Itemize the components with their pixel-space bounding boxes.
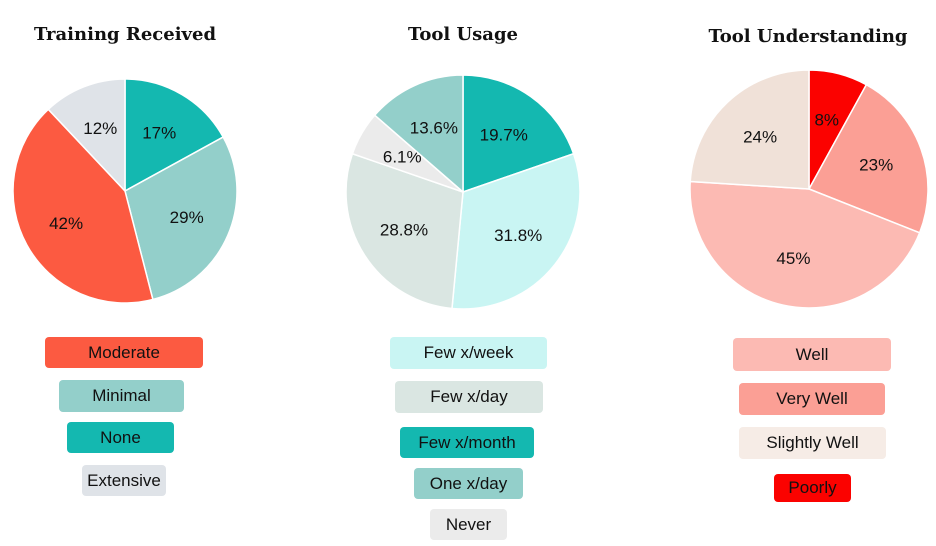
- data-label-few-x-month: 19.7%: [480, 125, 528, 144]
- legend-item-one-x-day: One x/day: [414, 468, 523, 499]
- pie-slice-minimal: [124, 136, 238, 301]
- pie-slice-moderate: [12, 108, 154, 304]
- data-label-one-x-day: 13.6%: [410, 119, 458, 138]
- legend-item-none: None: [67, 422, 174, 453]
- data-label-few-x-day: 28.8%: [380, 220, 428, 239]
- data-label-very-well: 23%: [859, 155, 893, 174]
- pie-training-received: 17% 29% 42% 12%: [12, 78, 238, 304]
- legend-item-few-x-month: Few x/month: [400, 427, 534, 458]
- legend-item-well: Well: [733, 338, 891, 371]
- data-label-never: 6.1%: [383, 147, 422, 166]
- legend-item-very-well: Very Well: [739, 383, 885, 415]
- legend-item-slightly-well: Slightly Well: [739, 427, 886, 459]
- legend-item-poorly: Poorly: [774, 474, 851, 502]
- data-label-slightly-well: 24%: [743, 127, 777, 146]
- pie-slice-few-x-day: [345, 152, 464, 310]
- legend-item-moderate: Moderate: [45, 337, 203, 368]
- data-label-none: 17%: [142, 124, 176, 143]
- legend-item-minimal: Minimal: [59, 380, 184, 412]
- pie-slice-slightly-well: [689, 69, 810, 190]
- legend-item-few-x-week: Few x/week: [390, 337, 547, 369]
- data-label-extensive: 12%: [83, 119, 117, 138]
- data-label-moderate: 42%: [49, 214, 83, 233]
- pie-slice-extensive: [47, 78, 126, 193]
- chart-title: Tool Usage: [408, 24, 518, 45]
- pie-slice-few-x-week: [451, 152, 581, 310]
- pie-slice-one-x-day: [373, 74, 464, 194]
- pie-slice-very-well: [807, 83, 929, 234]
- chart-title: Training Received: [33, 24, 217, 45]
- pie-slice-none: [124, 78, 225, 193]
- pie-tool-usage: 19.7% 31.8% 28.8% 6.1% 13.6%: [345, 74, 581, 310]
- legend-item-never: Never: [430, 509, 507, 540]
- data-label-poorly: 8%: [814, 110, 839, 129]
- data-label-few-x-week: 31.8%: [494, 226, 542, 245]
- pie-tool-understanding: 8% 23% 45% 24%: [689, 69, 929, 309]
- chart-title: Tool Understanding: [708, 26, 908, 47]
- pie-slice-well: [689, 180, 921, 309]
- data-label-minimal: 29%: [170, 208, 204, 227]
- legend-item-extensive: Extensive: [82, 465, 166, 496]
- data-label-well: 45%: [776, 249, 810, 268]
- legend-item-few-x-day: Few x/day: [395, 381, 543, 413]
